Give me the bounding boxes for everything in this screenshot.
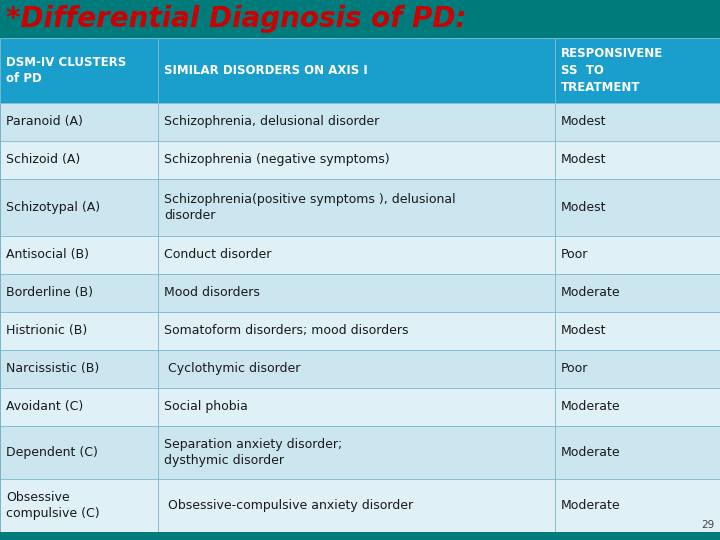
Bar bbox=[555, 388, 720, 426]
Text: DSM-IV CLUSTERS
of PD: DSM-IV CLUSTERS of PD bbox=[6, 56, 126, 85]
Text: Moderate: Moderate bbox=[561, 286, 621, 299]
Text: Schizophrenia, delusional disorder: Schizophrenia, delusional disorder bbox=[164, 116, 379, 129]
Text: RESPONSIVENE
SS  TO
TREATMENT: RESPONSIVENE SS TO TREATMENT bbox=[561, 47, 663, 94]
Text: Antisocial (B): Antisocial (B) bbox=[6, 248, 89, 261]
Text: Social phobia: Social phobia bbox=[164, 400, 248, 413]
Bar bbox=[158, 141, 555, 179]
Bar bbox=[158, 350, 555, 388]
Text: Mood disorders: Mood disorders bbox=[164, 286, 260, 299]
Text: Conduct disorder: Conduct disorder bbox=[164, 248, 271, 261]
Text: Borderline (B): Borderline (B) bbox=[6, 286, 93, 299]
Text: Separation anxiety disorder;
dysthymic disorder: Separation anxiety disorder; dysthymic d… bbox=[164, 438, 342, 467]
Text: Poor: Poor bbox=[561, 362, 588, 375]
Bar bbox=[0, 103, 158, 141]
Bar bbox=[158, 103, 555, 141]
Text: Schizophrenia (negative symptoms): Schizophrenia (negative symptoms) bbox=[164, 153, 390, 166]
Text: Moderate: Moderate bbox=[561, 446, 621, 459]
Bar bbox=[555, 426, 720, 479]
Text: Modest: Modest bbox=[561, 116, 606, 129]
Bar bbox=[0, 312, 158, 350]
Bar bbox=[555, 38, 720, 103]
Bar bbox=[158, 38, 555, 103]
Text: SIMILAR DISORDERS ON AXIS I: SIMILAR DISORDERS ON AXIS I bbox=[164, 64, 368, 77]
Text: Poor: Poor bbox=[561, 248, 588, 261]
Bar bbox=[0, 0, 720, 38]
Bar bbox=[158, 479, 555, 532]
Bar bbox=[0, 179, 158, 236]
Text: Modest: Modest bbox=[561, 201, 606, 214]
Text: Modest: Modest bbox=[561, 325, 606, 338]
Bar bbox=[0, 141, 158, 179]
Bar bbox=[0, 532, 720, 540]
Bar bbox=[0, 38, 158, 103]
Bar bbox=[555, 103, 720, 141]
Text: Narcissistic (B): Narcissistic (B) bbox=[6, 362, 99, 375]
Text: Moderate: Moderate bbox=[561, 499, 621, 512]
Bar bbox=[158, 179, 555, 236]
Bar bbox=[0, 479, 158, 532]
Text: Schizotypal (A): Schizotypal (A) bbox=[6, 201, 100, 214]
Bar bbox=[555, 479, 720, 532]
Text: Moderate: Moderate bbox=[561, 400, 621, 413]
Bar bbox=[158, 426, 555, 479]
Text: Cyclothymic disorder: Cyclothymic disorder bbox=[164, 362, 300, 375]
Text: Modest: Modest bbox=[561, 153, 606, 166]
Text: Obsessive
compulsive (C): Obsessive compulsive (C) bbox=[6, 491, 99, 520]
Text: Avoidant (C): Avoidant (C) bbox=[6, 400, 84, 413]
Bar bbox=[0, 236, 158, 274]
Bar bbox=[555, 312, 720, 350]
Text: Dependent (C): Dependent (C) bbox=[6, 446, 98, 459]
Bar bbox=[0, 426, 158, 479]
Bar bbox=[555, 350, 720, 388]
Bar bbox=[158, 236, 555, 274]
Bar bbox=[0, 350, 158, 388]
Text: Schizophrenia(positive symptoms ), delusional
disorder: Schizophrenia(positive symptoms ), delus… bbox=[164, 193, 456, 222]
Bar bbox=[555, 179, 720, 236]
Bar bbox=[555, 274, 720, 312]
Bar bbox=[555, 236, 720, 274]
Bar bbox=[555, 141, 720, 179]
Bar bbox=[158, 274, 555, 312]
Text: Obsessive-compulsive anxiety disorder: Obsessive-compulsive anxiety disorder bbox=[164, 499, 413, 512]
Text: Histrionic (B): Histrionic (B) bbox=[6, 325, 87, 338]
Text: Paranoid (A): Paranoid (A) bbox=[6, 116, 83, 129]
Text: Schizoid (A): Schizoid (A) bbox=[6, 153, 80, 166]
Bar bbox=[158, 388, 555, 426]
Bar bbox=[0, 274, 158, 312]
Bar bbox=[158, 312, 555, 350]
Text: *Differential Diagnosis of PD:: *Differential Diagnosis of PD: bbox=[6, 5, 467, 33]
Bar bbox=[0, 388, 158, 426]
Text: Somatoform disorders; mood disorders: Somatoform disorders; mood disorders bbox=[164, 325, 408, 338]
Text: 29: 29 bbox=[701, 520, 714, 530]
